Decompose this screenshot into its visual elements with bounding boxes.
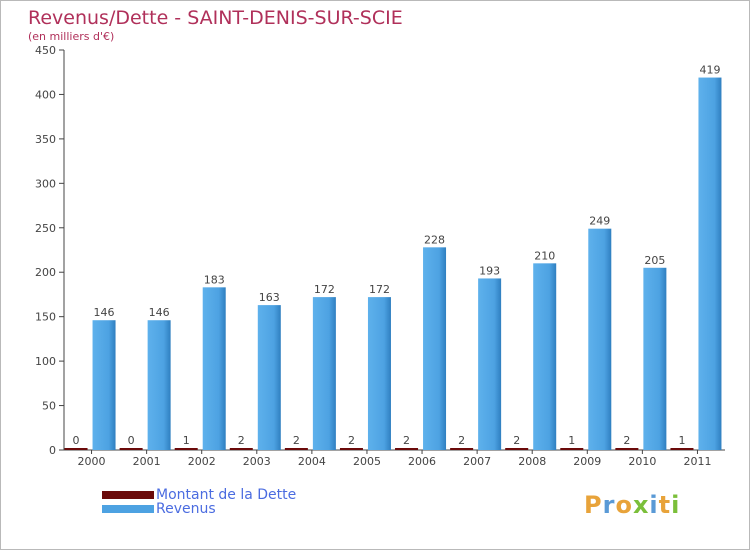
y-tick-label: 200 — [35, 266, 56, 279]
bar-revenus — [147, 320, 171, 450]
bar-dette — [395, 448, 419, 450]
data-label-dette: 2 — [348, 434, 355, 447]
y-tick-label: 350 — [35, 133, 56, 146]
data-label-revenus: 172 — [314, 283, 335, 296]
legend-swatch-dette — [102, 491, 154, 499]
legend-swatch-revenus — [102, 505, 154, 513]
x-tick-label: 2009 — [573, 455, 601, 468]
bar-revenus — [257, 305, 281, 450]
data-label-dette: 2 — [458, 434, 465, 447]
bar-revenus — [92, 320, 116, 450]
x-tick-label: 2001 — [133, 455, 161, 468]
bar-revenus — [312, 297, 336, 450]
legend-item-revenus: Revenus — [102, 502, 216, 516]
x-tick-label: 2010 — [628, 455, 656, 468]
bar-dette — [615, 448, 639, 450]
y-tick-label: 50 — [42, 400, 56, 413]
bar-revenus — [643, 267, 667, 450]
data-label-dette: 2 — [403, 434, 410, 447]
x-tick-label: 2005 — [353, 455, 381, 468]
bar-revenus — [202, 287, 226, 450]
data-label-revenus: 205 — [644, 254, 665, 267]
bar-revenus — [588, 228, 612, 450]
logo-letter: t — [658, 491, 672, 519]
bar-dette — [119, 448, 143, 450]
y-tick-label: 450 — [35, 44, 56, 57]
data-label-dette: 1 — [568, 434, 575, 447]
data-label-dette: 2 — [513, 434, 520, 447]
logo-letter: i — [649, 491, 659, 519]
y-tick-label: 400 — [35, 88, 56, 101]
bar-revenus — [423, 247, 447, 450]
bar-dette — [560, 448, 584, 450]
bar-dette — [229, 448, 253, 450]
x-tick-label: 2004 — [298, 455, 326, 468]
bar-dette — [64, 448, 88, 450]
x-tick-label: 2002 — [188, 455, 216, 468]
data-label-revenus: 172 — [369, 283, 390, 296]
x-tick-label: 2000 — [78, 455, 106, 468]
data-label-revenus: 419 — [699, 64, 720, 77]
data-label-revenus: 210 — [534, 249, 555, 262]
data-label-dette: 1 — [183, 434, 190, 447]
logo-letter: r — [602, 491, 616, 519]
bar-revenus — [533, 263, 557, 450]
y-tick-label: 150 — [35, 311, 56, 324]
data-label-dette: 2 — [238, 434, 245, 447]
legend-label-revenus: Revenus — [156, 501, 216, 517]
bar-revenus — [478, 278, 502, 450]
logo-letter: i — [671, 491, 681, 519]
bar-revenus — [367, 297, 391, 450]
bar-dette — [284, 448, 308, 450]
bar-dette — [670, 448, 694, 450]
legend-item-dette: Montant de la Dette — [102, 488, 296, 502]
y-tick-label: 250 — [35, 222, 56, 235]
data-label-revenus: 163 — [259, 291, 280, 304]
x-tick-label: 2011 — [683, 455, 711, 468]
bar-dette — [450, 448, 474, 450]
logo-letter: o — [615, 491, 633, 519]
chart-title: Revenus/Dette - SAINT-DENIS-SUR-SCIE — [28, 7, 403, 29]
data-label-dette: 2 — [293, 434, 300, 447]
data-label-dette: 1 — [678, 434, 685, 447]
bar-revenus — [698, 77, 722, 451]
legend-label-dette: Montant de la Dette — [156, 487, 297, 503]
data-label-dette: 0 — [73, 434, 80, 447]
data-label-revenus: 193 — [479, 264, 500, 277]
data-label-dette: 0 — [128, 434, 135, 447]
x-tick-label: 2008 — [518, 455, 546, 468]
data-label-revenus: 249 — [589, 215, 610, 228]
logo-letter: P — [584, 491, 603, 519]
y-tick-label: 100 — [35, 355, 56, 368]
x-tick-label: 2006 — [408, 455, 436, 468]
data-label-revenus: 146 — [94, 306, 115, 319]
logo-letter: x — [632, 491, 650, 519]
chart-subtitle: (en milliers d'€) — [28, 30, 115, 43]
bar-dette — [174, 448, 198, 450]
bar-dette — [505, 448, 529, 450]
y-tick-label: 300 — [35, 177, 56, 190]
y-tick-label: 0 — [49, 444, 56, 457]
bar-dette — [339, 448, 363, 450]
data-label-revenus: 183 — [204, 273, 225, 286]
x-tick-label: 2007 — [463, 455, 491, 468]
data-label-revenus: 228 — [424, 233, 445, 246]
proxiti-logo: Proxiti — [584, 491, 680, 519]
data-label-dette: 2 — [623, 434, 630, 447]
data-label-revenus: 146 — [149, 306, 170, 319]
x-tick-label: 2003 — [243, 455, 271, 468]
